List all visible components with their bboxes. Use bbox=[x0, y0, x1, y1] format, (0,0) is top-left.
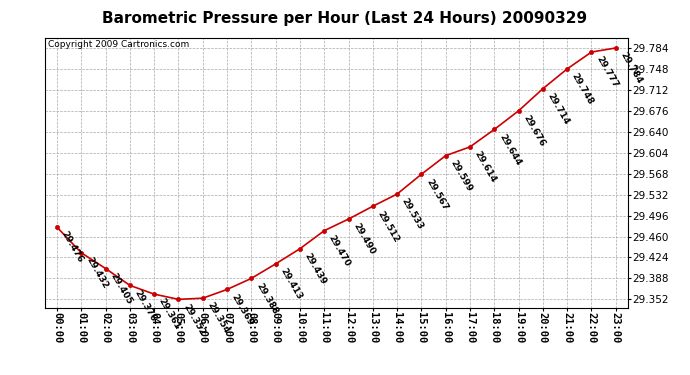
Text: 29.777: 29.777 bbox=[594, 55, 620, 90]
Text: 29.376: 29.376 bbox=[132, 288, 158, 323]
Text: 29.432: 29.432 bbox=[84, 256, 109, 290]
Text: 29.470: 29.470 bbox=[327, 234, 352, 268]
Text: 29.413: 29.413 bbox=[279, 267, 304, 302]
Text: 29.784: 29.784 bbox=[618, 51, 644, 86]
Text: 29.439: 29.439 bbox=[303, 252, 328, 286]
Text: 29.352: 29.352 bbox=[181, 302, 206, 337]
Text: 29.676: 29.676 bbox=[522, 114, 546, 148]
Text: 29.533: 29.533 bbox=[400, 197, 425, 231]
Text: Barometric Pressure per Hour (Last 24 Hours) 20090329: Barometric Pressure per Hour (Last 24 Ho… bbox=[102, 11, 588, 26]
Text: 29.490: 29.490 bbox=[351, 222, 377, 256]
Text: 29.388: 29.388 bbox=[254, 281, 279, 316]
Text: 29.405: 29.405 bbox=[108, 271, 134, 306]
Text: 29.599: 29.599 bbox=[448, 158, 474, 193]
Text: 29.512: 29.512 bbox=[375, 209, 401, 244]
Text: 29.369: 29.369 bbox=[230, 292, 255, 327]
Text: 29.644: 29.644 bbox=[497, 132, 522, 167]
Text: 29.354: 29.354 bbox=[206, 301, 230, 336]
Text: 29.748: 29.748 bbox=[570, 72, 595, 106]
Text: Copyright 2009 Cartronics.com: Copyright 2009 Cartronics.com bbox=[48, 40, 189, 49]
Text: 29.567: 29.567 bbox=[424, 177, 449, 212]
Text: 29.614: 29.614 bbox=[473, 150, 498, 184]
Text: 29.714: 29.714 bbox=[546, 92, 571, 126]
Text: 29.361: 29.361 bbox=[157, 297, 182, 332]
Text: 29.476: 29.476 bbox=[60, 230, 85, 265]
